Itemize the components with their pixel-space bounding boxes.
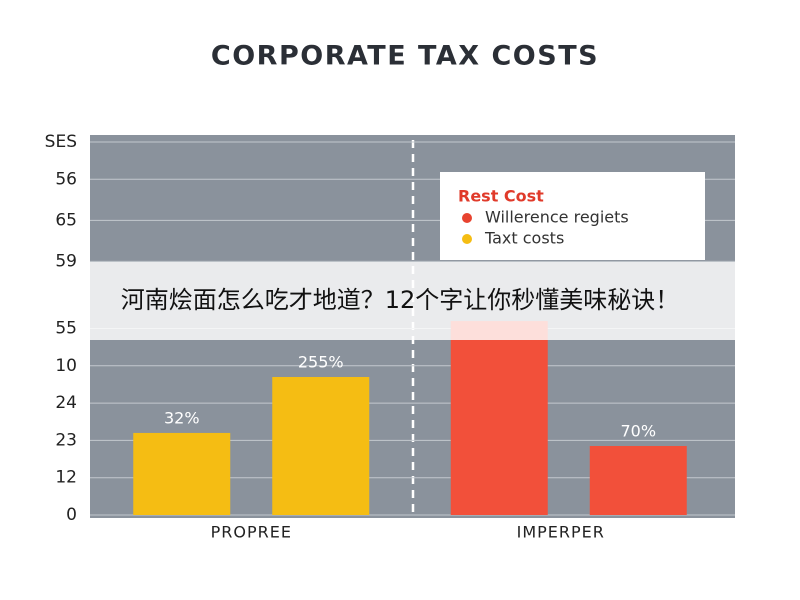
value-label: 255% [298,352,344,371]
bar [589,445,687,515]
legend-title: Rest Cost [458,187,544,206]
x-tick-label: IMPERPER [517,523,605,542]
bar [450,321,548,515]
y-tick-label: 10 [55,356,77,376]
y-tick-label: 56 [55,169,77,189]
legend-label: Taxt costs [484,229,564,248]
y-tick-label: 24 [55,393,77,413]
banner-text: 河南烩面怎么吃才地道？12个字让你秒懂美味秘诀！ [121,286,680,314]
y-tick-label: 23 [55,430,77,450]
value-label: 32% [164,408,200,427]
value-label: 70% [620,421,656,440]
y-tick-label: 65 [55,210,77,230]
banner [0,262,800,340]
y-tick-label: SES [45,132,77,152]
legend-box [440,172,705,260]
y-tick-label: 0 [66,505,77,525]
chart-title: CORPORATE TAX COSTS [211,41,599,72]
bar [272,376,370,515]
x-tick-label: PROPREE [211,523,292,542]
y-tick-label: 55 [55,319,77,339]
y-tick-label: 59 [55,251,77,271]
legend-swatch [462,213,472,223]
bar [133,432,231,515]
legend-swatch [462,234,472,244]
y-tick-label: 12 [55,468,77,488]
legend-label: Willerence regiets [485,208,629,227]
